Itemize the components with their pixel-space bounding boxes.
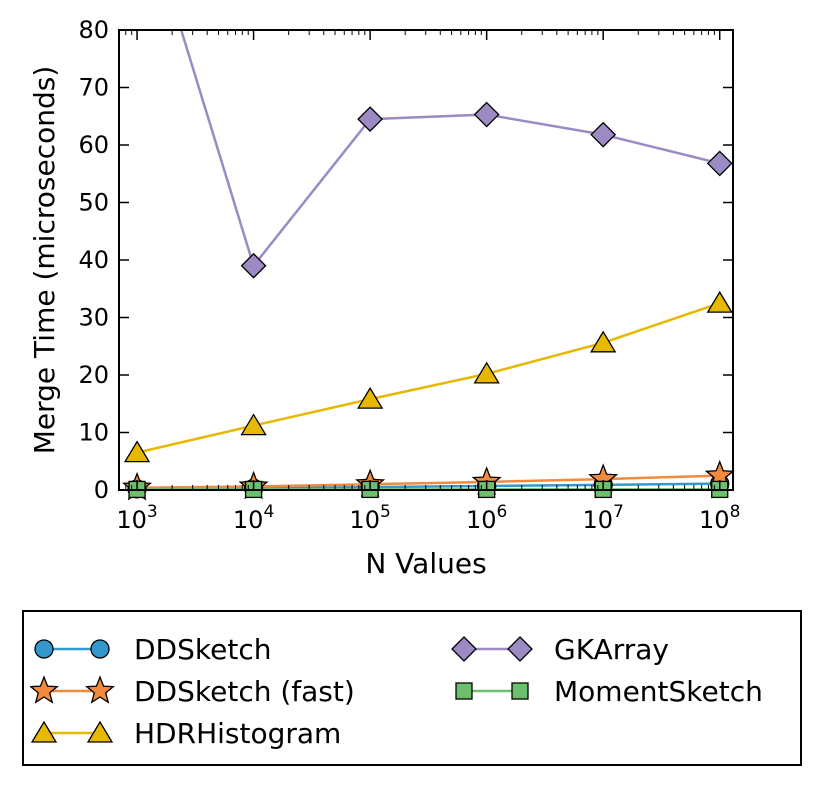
- legend-marker-ddsketch-right: [90, 639, 110, 659]
- legend-marker-ddsketch-left: [34, 639, 54, 659]
- point-gkarray-3: [473, 101, 500, 128]
- y-tick-label: 80: [78, 16, 109, 44]
- legend-label-gkarray: GKArray: [554, 632, 669, 666]
- y-tick-label: 10: [78, 419, 109, 447]
- plot-frame: [118, 29, 734, 491]
- legend-entry-ddsketch-fast: DDSketch (fast): [30, 671, 355, 711]
- series-line-gkarray: [179, 30, 721, 269]
- x-axis-title: N Values: [365, 547, 486, 580]
- x-tick-label: 104: [233, 502, 274, 534]
- x-tick-label: 107: [583, 502, 624, 534]
- point-hdrhistogram-4: [590, 330, 617, 353]
- point-hdrhistogram-3: [473, 361, 500, 384]
- series-line-hdrhistogram: [136, 301, 721, 454]
- legend-swatch-gkarray: [451, 636, 533, 662]
- legend-marker-hdrhistogram-right: [86, 720, 114, 743]
- y-tick-label: 30: [78, 304, 109, 332]
- ticks-layer: 0 10 20 30 40 50 60 70 80 103 104 105 106 107 108: [78, 16, 740, 534]
- legend-entry-hdrhistogram: HDRHistogram: [30, 713, 341, 753]
- legend-label-ddsketch-fast: DDSketch (fast): [134, 674, 355, 708]
- y-tick-label: 60: [78, 131, 109, 159]
- x-tick-label: 105: [349, 502, 390, 534]
- y-tick-label: 70: [78, 74, 109, 102]
- point-hdrhistogram-0: [123, 440, 151, 463]
- legend-swatch-hdrhistogram: [30, 720, 114, 743]
- legend-entry-momentsketch: MomentSketch: [450, 671, 763, 711]
- legend-marker-momentsketch-right: [511, 682, 529, 700]
- point-hdrhistogram-1: [240, 413, 267, 436]
- y-tick-label: 40: [78, 246, 109, 274]
- legend-entry-gkarray: GKArray: [450, 629, 669, 669]
- legend: DDSketch DDSketch (fast) HDRHistogram GK…: [22, 610, 802, 766]
- legend-label-hdrhistogram: HDRHistogram: [134, 716, 342, 750]
- series-line-ddsketch-fast: [137, 474, 720, 489]
- legend-marker-ddsketch-fast-right: [84, 675, 116, 704]
- legend-label-ddsketch: DDSketch: [134, 632, 272, 666]
- y-tick-label: 20: [78, 361, 109, 389]
- legend-swatch-momentsketch: [455, 682, 529, 700]
- point-hdrhistogram-2: [356, 386, 384, 409]
- y-tick-label: 50: [78, 189, 109, 217]
- x-tick-label: 108: [699, 502, 740, 534]
- legend-marker-momentsketch-left: [455, 682, 473, 700]
- marker-layer: [122, 101, 735, 501]
- legend-marker-gkarray-right: [507, 636, 533, 662]
- series-layer: [136, 30, 721, 490]
- legend-entry-ddsketch: DDSketch: [30, 629, 271, 669]
- point-gkarray-2: [357, 106, 384, 133]
- legend-marker-hdrhistogram-left: [30, 720, 58, 743]
- legend-swatch-ddsketch-fast: [30, 675, 116, 704]
- point-hdrhistogram-5: [706, 290, 733, 313]
- legend-label-momentsketch: MomentSketch: [554, 674, 763, 708]
- y-tick-label: 0: [94, 476, 109, 504]
- point-gkarray-5: [706, 150, 733, 177]
- legend-marker-ddsketch-fast-left: [30, 675, 60, 704]
- point-gkarray-4: [590, 121, 617, 148]
- legend-swatch-ddsketch: [34, 639, 110, 659]
- x-tick-label: 103: [116, 502, 157, 534]
- point-gkarray-1: [240, 252, 267, 279]
- merge-time-chart: 0 10 20 30 40 50 60 70 80 103 104 105 106 107 108 N Va…: [28, 16, 740, 580]
- legend-marker-gkarray-left: [451, 636, 477, 662]
- x-tick-label: 106: [466, 502, 507, 534]
- y-axis-title: Merge Time (microseconds): [28, 66, 61, 455]
